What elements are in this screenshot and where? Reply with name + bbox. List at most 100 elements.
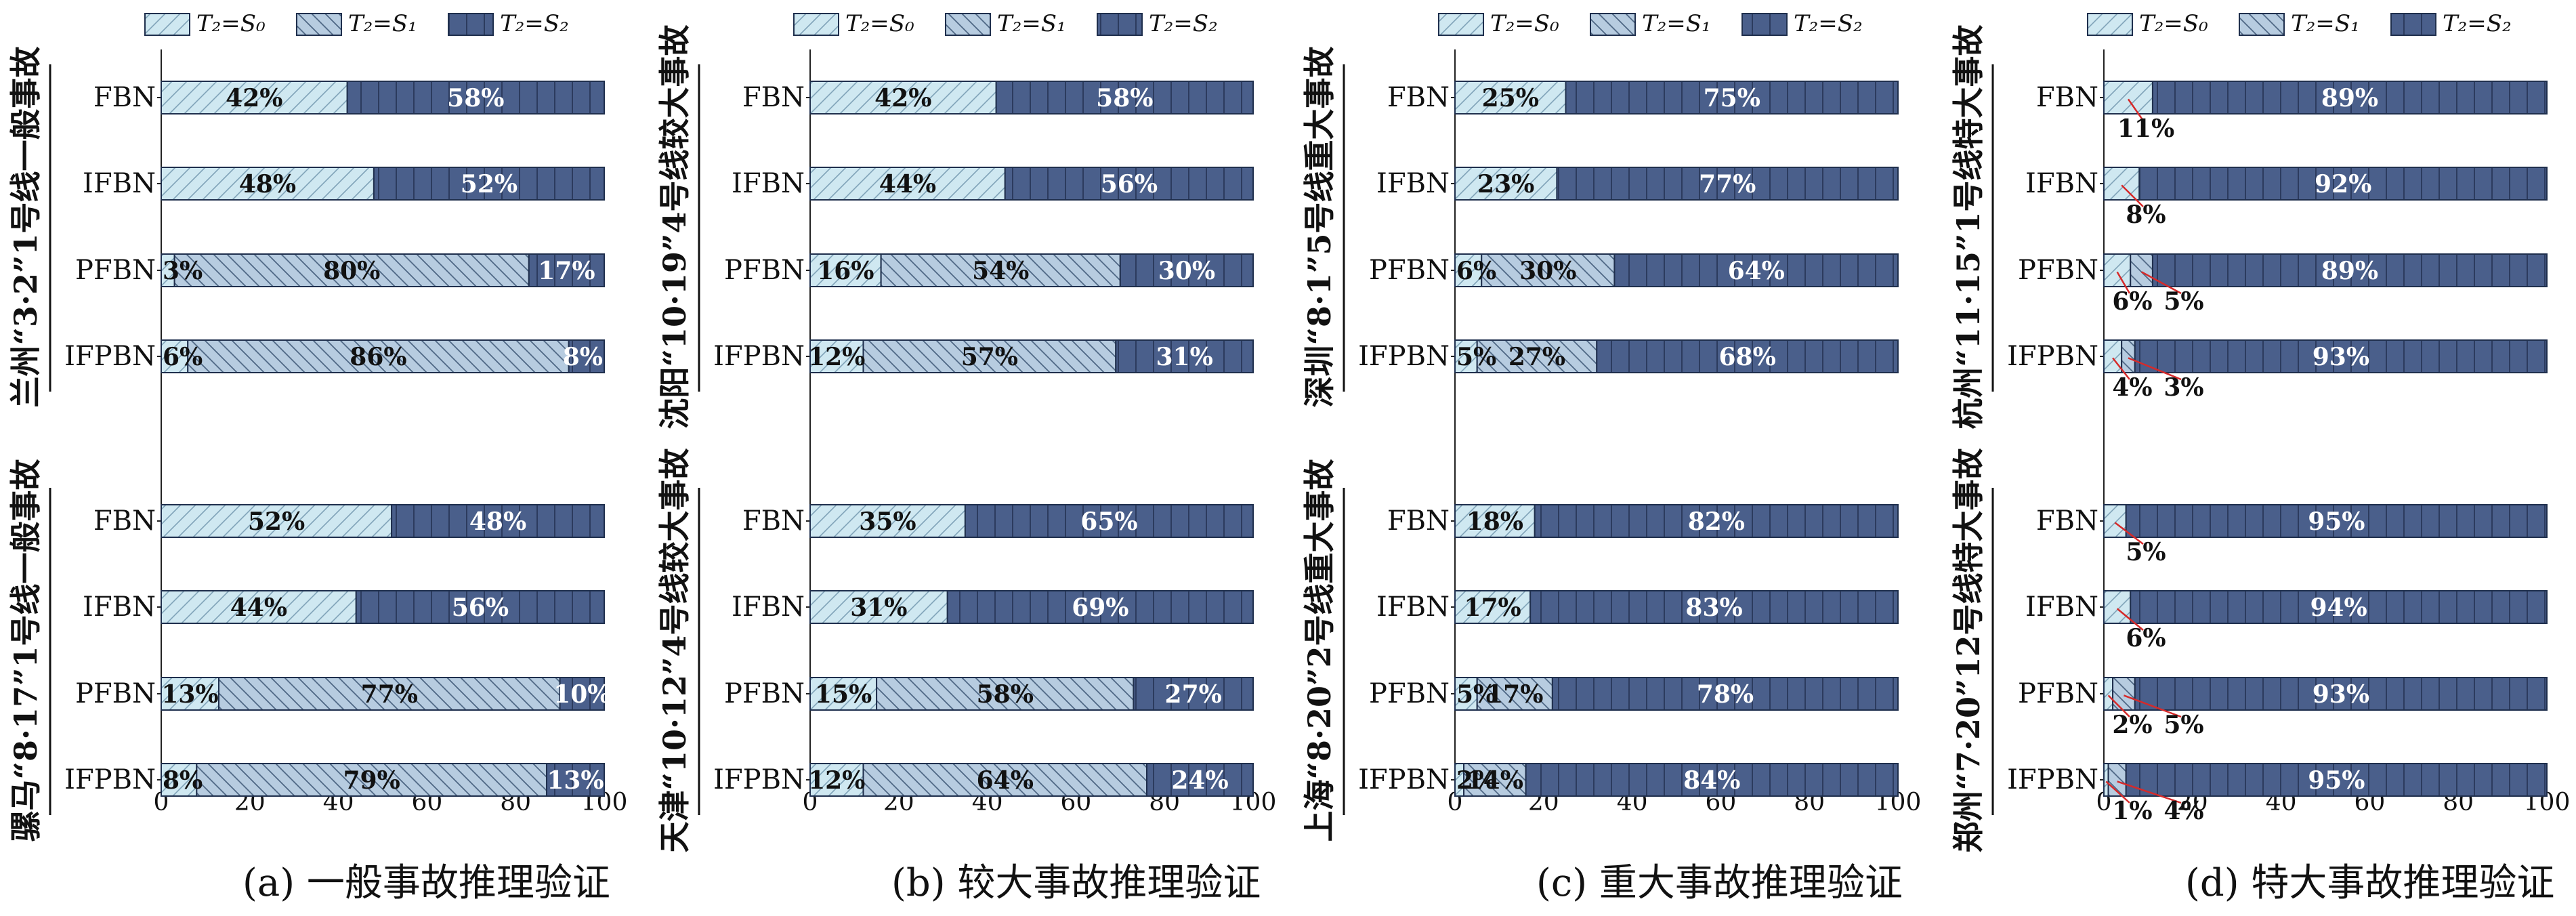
data-label: 6% — [1456, 257, 1496, 285]
data-label: 78% — [1697, 680, 1754, 709]
data-label: 2% — [1456, 766, 1496, 795]
data-label: 77% — [1699, 170, 1756, 199]
segment-s1 — [1463, 763, 1527, 797]
category-label: IFBN — [732, 591, 805, 623]
segment-s0 — [1454, 167, 1558, 201]
category-label: FBN — [1387, 82, 1450, 113]
legend-swatch-s1 — [296, 13, 342, 36]
bar-pfbn: PFBN 13% 77% 10% — [75, 677, 610, 711]
segment-s2 — [1525, 763, 1899, 797]
segment-s0 — [2103, 253, 2132, 287]
segment-s2 — [568, 339, 605, 373]
data-label: 93% — [2313, 343, 2369, 371]
bar-ifpbn: IFPBN 6% 86% 8% — [64, 339, 605, 373]
segment-s0 — [2103, 167, 2140, 201]
legend-swatch-s2 — [1097, 13, 1143, 36]
group-label: 天津“10·12”4号线较大事故 — [656, 449, 693, 853]
data-label: 52% — [461, 170, 518, 199]
data-label: 42% — [226, 84, 282, 112]
legend-label-s0: T₂=S₀ — [2139, 10, 2208, 37]
segment-s0 — [161, 504, 393, 538]
legend-label-s1: T₂=S₁ — [1642, 10, 1711, 37]
segment-s0 — [1454, 81, 1567, 114]
category-label: PFBN — [1369, 678, 1450, 709]
data-label: 82% — [1688, 507, 1745, 536]
category-label: IFBN — [83, 591, 156, 623]
data-label: 5% — [2163, 711, 2203, 739]
data-label: 69% — [1072, 594, 1128, 622]
legend-swatch-s0 — [793, 13, 839, 36]
legend-label-s2: T₂=S₂ — [1149, 10, 1218, 37]
segment-s0 — [809, 677, 878, 711]
segment-s0 — [2103, 590, 2132, 624]
segment-s1 — [173, 253, 530, 287]
data-label: 6% — [2112, 287, 2152, 316]
bar-fbn: FBN 18% 82% — [1387, 504, 1899, 538]
segment-s0 — [809, 81, 997, 114]
bar-ifpbn: IFPBN 2%14% 84% — [1358, 763, 1899, 797]
legend-label-s1: T₂=S₁ — [348, 10, 417, 37]
segment-s2 — [2151, 253, 2548, 287]
category-label: PFBN — [75, 678, 156, 709]
segment-s2 — [2134, 339, 2548, 373]
legend: T₂=S₀ T₂=S₁ T₂=S₂ — [2087, 10, 2512, 37]
data-label: 8% — [563, 343, 603, 371]
data-label: 42% — [874, 84, 931, 112]
data-label: 52% — [248, 507, 305, 536]
category-label: IFBN — [2025, 168, 2098, 199]
data-label: 12% — [808, 766, 865, 795]
segment-s2 — [946, 590, 1254, 624]
data-label: 10% — [553, 680, 610, 709]
category-label: PFBN — [75, 255, 156, 286]
data-label: 95% — [2308, 507, 2365, 536]
group-label: 郑州“7·20”12号线特大事故 — [1950, 449, 1987, 853]
category-label: FBN — [2036, 505, 2098, 537]
leader-line — [2105, 780, 2130, 804]
segment-s1 — [862, 763, 1148, 797]
segment-s0 — [1454, 677, 1478, 711]
segment-s2 — [559, 677, 605, 711]
bar-ifbn: IFBN 44% 56% — [83, 590, 605, 624]
data-label: 18% — [1466, 507, 1523, 536]
data-label: 25% — [1482, 84, 1539, 112]
segment-s2 — [964, 504, 1254, 538]
data-label: 58% — [447, 84, 504, 112]
segment-s2 — [995, 81, 1254, 114]
data-label: 57% — [961, 343, 1018, 371]
category-label: FBN — [1387, 505, 1450, 537]
data-label: 64% — [977, 766, 1034, 795]
legend-label-s0: T₂=S₀ — [196, 10, 266, 37]
legend: T₂=S₀ T₂=S₁ T₂=S₂ — [144, 10, 569, 37]
segment-s2 — [1556, 167, 1899, 201]
data-label: 17% — [1486, 680, 1543, 709]
data-label: 93% — [2313, 680, 2369, 709]
leader-line — [2121, 184, 2144, 207]
legend-swatch-s2 — [1741, 13, 1788, 36]
data-label: 4% — [2163, 797, 2203, 825]
chart-panel: T₂=S₀ T₂=S₁ T₂=S₂0 20 40 60 80 100(a) 一般事故推理验证兰… — [7, 10, 627, 905]
data-label: 4% — [2112, 373, 2152, 402]
segment-s0 — [809, 504, 966, 538]
data-label: 27% — [1165, 680, 1222, 709]
data-label: 14% — [1466, 766, 1523, 795]
group-label: 深圳“8·1”5号线重大事故 — [1301, 47, 1338, 408]
bar-ifpbn: IFPBN 12% 64% 24% — [713, 763, 1254, 797]
bar-pfbn: PFBN 5%17% 78% — [1369, 677, 1899, 711]
data-label: 3% — [163, 257, 203, 285]
segment-s2 — [2125, 763, 2548, 797]
category-label: PFBN — [724, 255, 805, 286]
category-label: PFBN — [1369, 255, 1450, 286]
segment-s2 — [1133, 677, 1254, 711]
leader-line — [2117, 780, 2182, 804]
segment-s1 — [2130, 253, 2153, 287]
data-label: 5% — [2163, 287, 2203, 316]
segment-s0 — [2103, 339, 2123, 373]
segment-s1 — [862, 339, 1117, 373]
chart-panel: T₂=S₀ T₂=S₁ T₂=S₂0 20 40 60 80 100(d) 特大事故推理验证杭… — [1950, 10, 2570, 905]
segment-s0 — [1454, 504, 1536, 538]
group-label: 沈阳“10·19”4号线较大事故 — [656, 25, 693, 430]
legend-label-s0: T₂=S₀ — [1490, 10, 1559, 37]
bar-ifbn: IFBN 48% 52% — [83, 167, 605, 201]
legend: T₂=S₀ T₂=S₁ T₂=S₂ — [793, 10, 1218, 37]
data-label: 27% — [1508, 343, 1565, 371]
